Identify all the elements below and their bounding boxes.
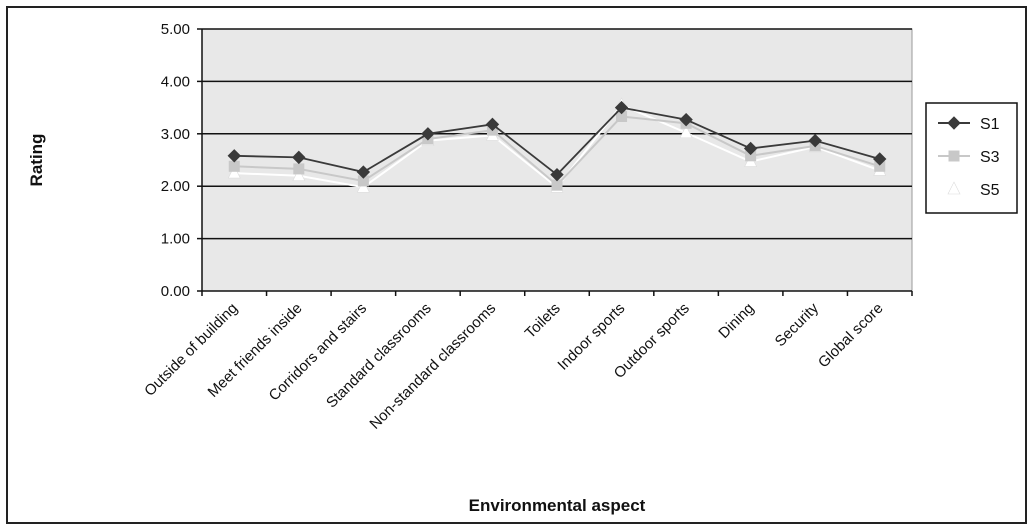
legend-label: S3 (980, 149, 1000, 166)
data-point-marker (421, 127, 435, 141)
y-tick-label: 1.00 (161, 231, 190, 248)
y-axis-ticks: 0.00 1.00 2.00 3.00 4.00 5.00 (161, 21, 202, 300)
plot-area (201, 28, 913, 292)
data-point-marker (292, 150, 306, 165)
data-point-marker (293, 163, 305, 175)
legend-label: S5 (980, 182, 1000, 199)
x-tick-label: Global score (815, 300, 887, 372)
y-tick-label: 5.00 (161, 21, 190, 38)
y-tick-label: 3.00 (161, 126, 190, 143)
x-tick-label: Toilets (522, 300, 564, 342)
plot-background (201, 28, 913, 292)
data-point-marker (948, 150, 960, 162)
legend-item-s3: S3 (938, 149, 1000, 166)
legend-box (925, 102, 1018, 214)
series-layer (227, 97, 887, 193)
data-point-marker (227, 149, 241, 163)
data-point-marker (743, 141, 758, 156)
x-axis-title: Environmental aspect (469, 496, 646, 515)
data-point-marker (551, 179, 563, 191)
data-point-marker (679, 125, 693, 139)
data-point-marker (485, 117, 500, 132)
data-point-marker (947, 181, 961, 195)
y-tick-label: 0.00 (161, 283, 190, 300)
data-point-marker (550, 167, 564, 182)
data-point-marker (356, 165, 371, 179)
data-point-marker (227, 165, 241, 179)
data-point-marker (873, 152, 887, 166)
data-point-marker (679, 112, 693, 127)
data-point-marker (292, 168, 306, 182)
x-tick-label: Security (772, 299, 823, 350)
y-tick-label: 2.00 (161, 178, 190, 195)
series-s1 (227, 100, 887, 182)
x-tick-label: Dining (715, 300, 757, 342)
data-point-marker (228, 160, 240, 172)
legend: S1 S3 S5 (925, 102, 1018, 214)
data-point-marker (808, 133, 822, 148)
data-point-marker (947, 116, 961, 130)
x-tick-label: Non-standard classrooms (366, 300, 499, 433)
y-tick-label: 4.00 (161, 73, 190, 90)
legend-item-s5: S5 (938, 181, 1000, 199)
y-axis-title: Rating (27, 134, 46, 187)
data-point-marker (614, 100, 629, 115)
x-tick-label: Standard classrooms (323, 300, 435, 412)
legend-label: S1 (980, 116, 1000, 133)
legend-item-s1: S1 (938, 116, 1000, 133)
